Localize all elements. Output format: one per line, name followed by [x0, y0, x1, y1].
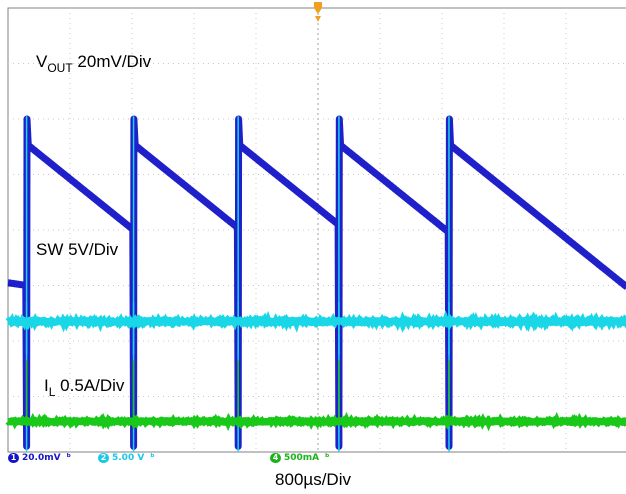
graticule — [7, 7, 626, 453]
sw-label: SW 5V/Div — [36, 240, 119, 259]
ch2-bandwidth-icon: ᵇ — [150, 453, 155, 463]
ch1-badge: 1 — [8, 453, 19, 463]
channel-status-bar: 1 20.0mV ᵇ 2 5.00 V ᵇ 4 500mA ᵇ — [8, 452, 348, 465]
trigger-markers — [8, 2, 322, 287]
ch1-scale: 20.0mV — [22, 453, 61, 463]
ch4-bandwidth-icon: ᵇ — [325, 453, 330, 463]
ch2-status: 2 5.00 V ᵇ — [98, 453, 163, 464]
vout-label: VOUT 20mV/Div — [36, 52, 152, 75]
sw-trace — [5, 310, 626, 333]
trigger-position-marker — [314, 2, 322, 14]
ch4-badge: 4 — [270, 453, 281, 463]
il-label: IL 0.5A/Div — [44, 376, 125, 399]
vout-trace — [5, 115, 626, 450]
trigger-point-marker — [315, 16, 321, 22]
waveform-traces — [5, 115, 626, 452]
ch2-scale: 5.00 V — [112, 453, 145, 463]
ch1-bandwidth-icon: ᵇ — [66, 453, 71, 463]
ch2-badge: 2 — [98, 453, 109, 463]
il-trace — [5, 411, 626, 432]
timebase-label: 800µs/Div — [275, 470, 351, 489]
ch1-status: 1 20.0mV ᵇ — [8, 453, 79, 464]
ch4-scale: 500mA — [284, 453, 320, 463]
ch4-status: 4 500mA ᵇ — [270, 453, 337, 464]
